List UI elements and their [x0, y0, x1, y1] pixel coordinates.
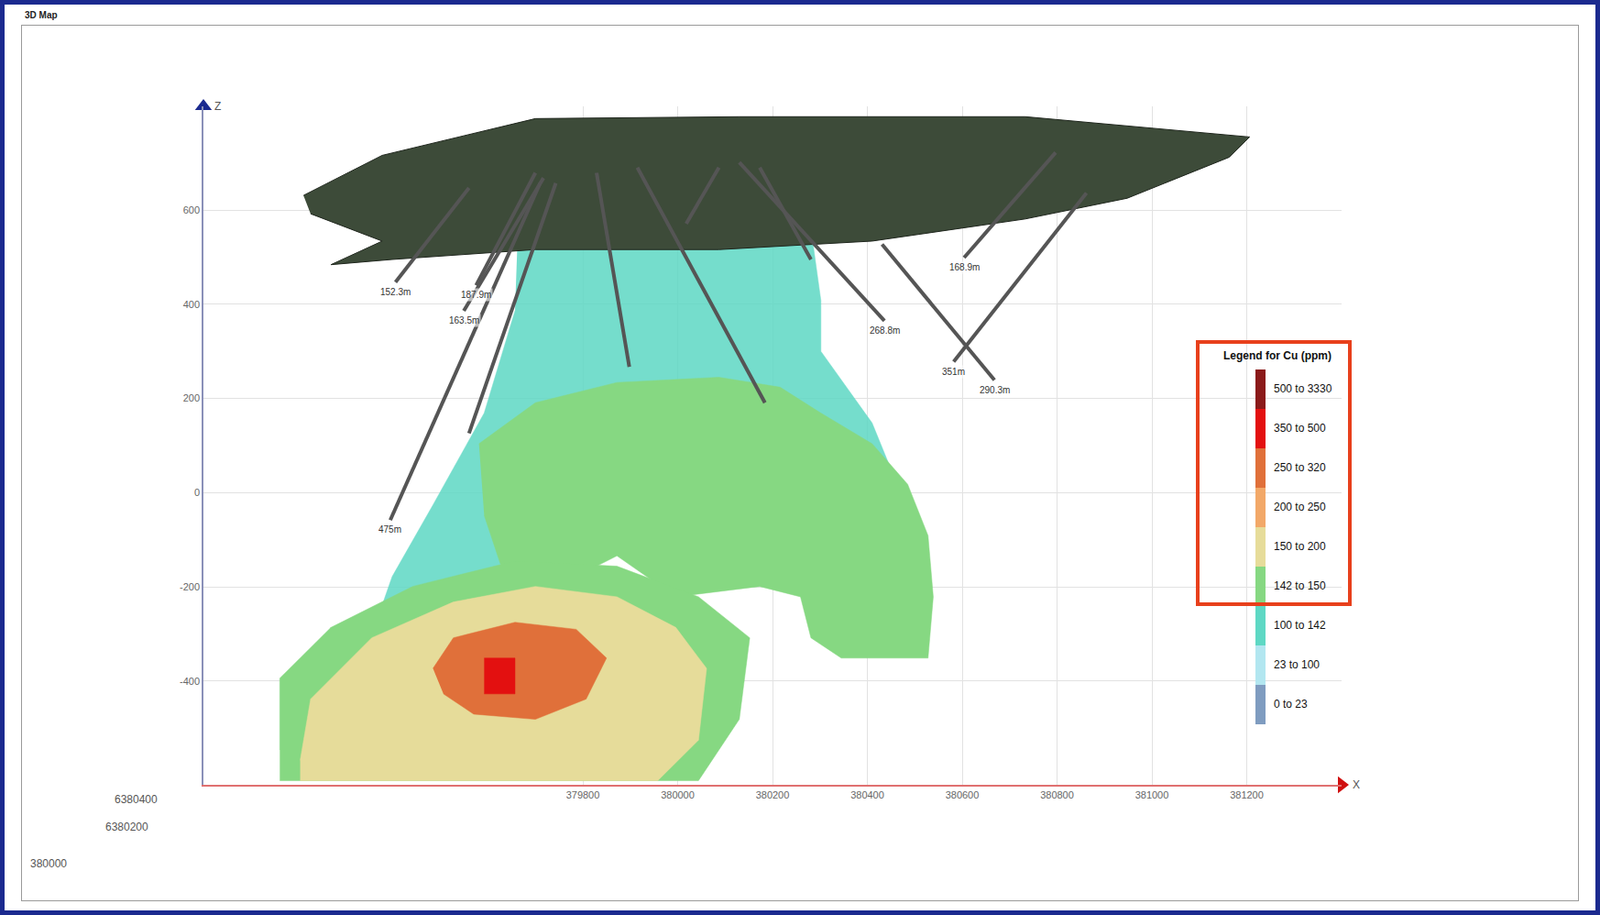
- svg-text:351m: 351m: [942, 366, 965, 377]
- html-text:100 to 142: 100 to 142: [1273, 618, 1326, 632]
- html-text:350 to 500: 350 to 500: [1273, 421, 1326, 435]
- svg-text:268.8m: 268.8m: [869, 325, 900, 336]
- svg-text:152.3m: 152.3m: [380, 286, 411, 297]
- html-text:250 to 320: 250 to 320: [1273, 460, 1326, 474]
- svg-text:380200: 380200: [756, 789, 790, 800]
- svg-text:0: 0: [194, 486, 200, 498]
- svg-text:-200: -200: [179, 580, 200, 592]
- html-text:6380200: 6380200: [105, 820, 149, 833]
- html-text:23 to 100: 23 to 100: [1273, 657, 1320, 671]
- svg-text:290.3m: 290.3m: [979, 384, 1010, 395]
- svg-text:600: 600: [183, 204, 200, 216]
- svg-text:-400: -400: [179, 675, 200, 687]
- svg-text:200: 200: [183, 392, 200, 404]
- html-text:Legend for Cu (ppm): Legend for Cu (ppm): [1223, 349, 1332, 362]
- svg-text:380800: 380800: [1040, 789, 1074, 800]
- svg-text:381000: 381000: [1135, 789, 1170, 800]
- svg-text:163.5m: 163.5m: [449, 315, 480, 326]
- svg-text:379800: 379800: [566, 789, 601, 800]
- html-text:380000: 380000: [30, 856, 67, 870]
- svg-text:475m: 475m: [378, 524, 402, 535]
- html-text:500 to 3330: 500 to 3330: [1273, 382, 1332, 395]
- html-text:142 to 150: 142 to 150: [1273, 579, 1326, 592]
- html-text:0 to 23: 0 to 23: [1273, 697, 1308, 711]
- svg-text:400: 400: [183, 298, 200, 310]
- svg-text:380600: 380600: [945, 789, 980, 800]
- html-text:3D Map: 3D Map: [24, 10, 58, 21]
- svg-text:381200: 381200: [1229, 789, 1264, 800]
- html-text:200 to 250: 200 to 250: [1273, 500, 1326, 514]
- html-text:150 to 200: 150 to 200: [1273, 539, 1326, 553]
- svg-text:Z: Z: [214, 99, 221, 113]
- svg-text:380000: 380000: [660, 789, 695, 800]
- svg-text:187.9m: 187.9m: [460, 289, 492, 300]
- html-text:6380400: 6380400: [114, 792, 158, 806]
- svg-text:168.9m: 168.9m: [949, 262, 980, 273]
- svg-text:380400: 380400: [850, 789, 885, 800]
- svg-text:X: X: [1352, 778, 1360, 791]
